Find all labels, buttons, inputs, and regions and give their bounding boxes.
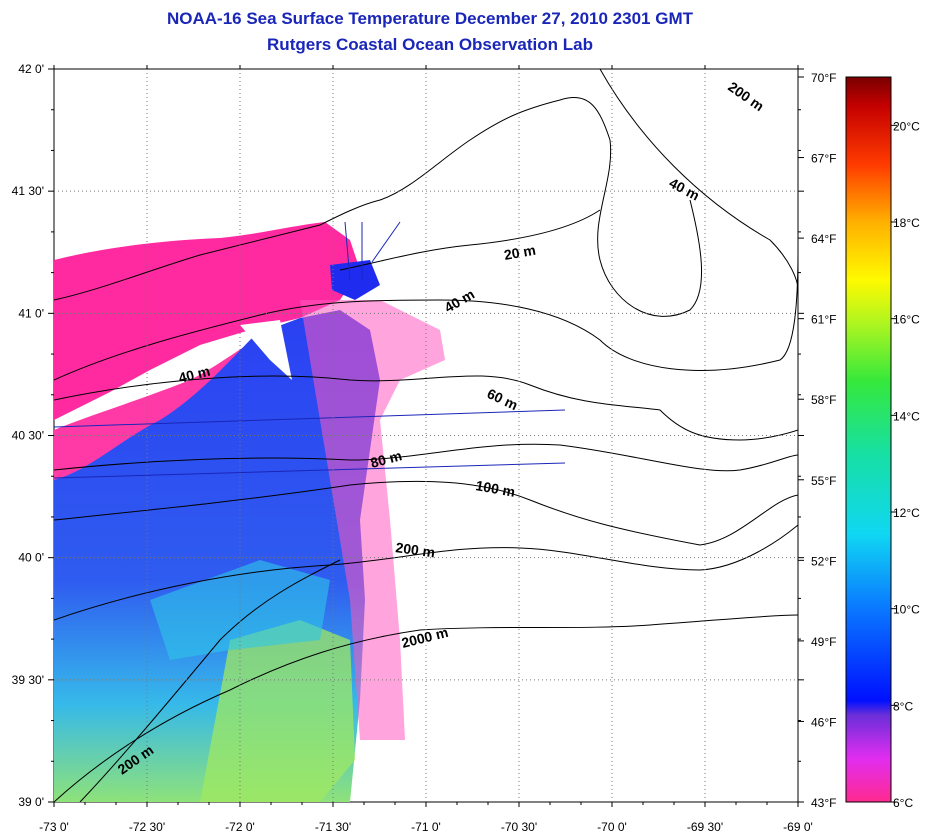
x-tick-label: -71 0' bbox=[411, 820, 441, 834]
fahrenheit-label: 58°F bbox=[811, 393, 836, 407]
y-tick-label: 40 30' bbox=[12, 429, 44, 443]
celsius-label: 18°C bbox=[893, 216, 920, 230]
contour-2000m bbox=[54, 614, 798, 802]
contour-60m bbox=[54, 375, 798, 441]
fahrenheit-label: 55°F bbox=[811, 474, 836, 488]
celsius-label: 10°C bbox=[893, 603, 920, 617]
sst-field: 20 m 40 m 40 m 40 m 60 m 80 m 100 m 200 … bbox=[54, 69, 798, 802]
map-title: NOAA-16 Sea Surface Temperature December… bbox=[167, 9, 693, 28]
y-tick-label: 42 0' bbox=[18, 62, 44, 76]
fahrenheit-label: 46°F bbox=[811, 715, 836, 729]
contour-label-80m: 80 m bbox=[369, 447, 404, 471]
map-subtitle: Rutgers Coastal Ocean Observation Lab bbox=[267, 35, 593, 54]
contour-label-20m: 20 m bbox=[503, 242, 537, 263]
x-axis: -73 0' -72 30' -72 0' -71 30' -71 0' -70 30' -… bbox=[39, 65, 813, 834]
sst-warm-south bbox=[200, 620, 355, 802]
contour-label-100m: 100 m bbox=[474, 477, 516, 500]
contour-100m bbox=[54, 480, 798, 546]
x-tick-label: -69 0' bbox=[783, 820, 813, 834]
graticule bbox=[54, 69, 798, 802]
contour-80m bbox=[54, 443, 798, 472]
x-tick-label: -73 0' bbox=[39, 820, 69, 834]
coastline bbox=[54, 96, 702, 317]
sst-coastal-warm-band bbox=[54, 222, 360, 420]
contour-40m bbox=[54, 249, 798, 381]
contour-200m bbox=[54, 524, 798, 621]
x-tick-label: -71 30' bbox=[315, 820, 351, 834]
y-tick-label: 39 30' bbox=[12, 673, 44, 687]
x-tick-label: -70 0' bbox=[597, 820, 627, 834]
contour-label-200m: 200 m bbox=[395, 539, 437, 560]
bathymetry-contours bbox=[54, 69, 798, 802]
colorbar-fahrenheit-scale: 70°F 67°F 64°F 61°F 58°F 55°F 52°F 49°F 46°F 43°F bbox=[798, 71, 836, 810]
fahrenheit-label: 52°F bbox=[811, 554, 836, 568]
contour-40m-ne bbox=[599, 69, 798, 291]
colorbar-celsius-scale: 20°C 18°C 16°C 14°C 12°C 10°C 8°C 6°C bbox=[891, 119, 920, 810]
contour-20m bbox=[339, 209, 601, 271]
transect-line-south bbox=[54, 462, 566, 479]
y-tick-label: 41 0' bbox=[18, 306, 44, 320]
fahrenheit-label: 43°F bbox=[811, 796, 836, 810]
transect-line-ne-a bbox=[344, 221, 351, 281]
x-tick-label: -72 30' bbox=[129, 820, 165, 834]
colorbar-gradient bbox=[845, 76, 892, 803]
y-tick-label: 40 0' bbox=[18, 551, 44, 565]
celsius-label: 6°C bbox=[893, 796, 913, 810]
x-tick-label: -69 30' bbox=[687, 820, 723, 834]
sst-scattered-shelf bbox=[300, 300, 445, 740]
colorbar: 70°F 67°F 64°F 61°F 58°F 55°F 52°F 49°F 46°F 43°F… bbox=[798, 71, 920, 810]
transect-lines bbox=[54, 221, 566, 479]
celsius-label: 14°C bbox=[893, 409, 920, 423]
transect-line-ne-c bbox=[371, 221, 401, 263]
celsius-label: 12°C bbox=[893, 506, 920, 520]
y-tick-label: 41 30' bbox=[12, 184, 44, 198]
x-tick-label: -70 30' bbox=[501, 820, 537, 834]
y-tick-label: 39 0' bbox=[18, 795, 44, 809]
fahrenheit-label: 49°F bbox=[811, 635, 836, 649]
fahrenheit-label: 67°F bbox=[811, 152, 836, 166]
celsius-label: 8°C bbox=[893, 699, 913, 713]
contour-200m-sw bbox=[79, 559, 341, 802]
celsius-label: 20°C bbox=[893, 119, 920, 133]
land-mask bbox=[240, 320, 292, 380]
fahrenheit-label: 70°F bbox=[811, 71, 836, 85]
fahrenheit-label: 64°F bbox=[811, 232, 836, 246]
x-tick-label: -72 0' bbox=[225, 820, 255, 834]
contour-label-40m-west: 40 m bbox=[177, 363, 212, 386]
fahrenheit-label: 61°F bbox=[811, 313, 836, 327]
celsius-label: 16°C bbox=[893, 313, 920, 327]
transect-line-north bbox=[54, 409, 566, 428]
